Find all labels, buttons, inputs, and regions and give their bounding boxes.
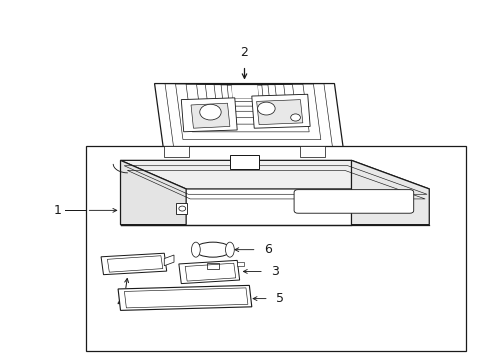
FancyBboxPatch shape xyxy=(293,190,413,213)
Polygon shape xyxy=(251,94,309,128)
Ellipse shape xyxy=(194,242,231,257)
Polygon shape xyxy=(164,146,188,157)
Circle shape xyxy=(200,104,221,120)
Text: 4: 4 xyxy=(116,296,124,309)
Ellipse shape xyxy=(225,242,234,257)
Circle shape xyxy=(257,102,275,115)
Bar xyxy=(237,262,244,266)
Polygon shape xyxy=(300,146,324,157)
Polygon shape xyxy=(179,260,239,284)
Polygon shape xyxy=(164,255,174,266)
Polygon shape xyxy=(101,253,166,275)
Text: 3: 3 xyxy=(271,265,279,278)
Polygon shape xyxy=(120,160,428,189)
Bar xyxy=(86,146,465,351)
Circle shape xyxy=(290,114,300,121)
Polygon shape xyxy=(191,103,229,128)
Polygon shape xyxy=(256,100,302,125)
Polygon shape xyxy=(120,160,186,225)
Polygon shape xyxy=(231,85,258,98)
Polygon shape xyxy=(229,155,259,169)
Text: 5: 5 xyxy=(276,292,284,305)
Polygon shape xyxy=(118,285,251,310)
Bar xyxy=(206,263,218,269)
Text: 6: 6 xyxy=(264,243,271,256)
Ellipse shape xyxy=(191,242,200,257)
Text: 2: 2 xyxy=(240,46,248,59)
Text: 1: 1 xyxy=(53,204,61,217)
Polygon shape xyxy=(351,160,428,225)
Polygon shape xyxy=(181,98,237,132)
Bar xyxy=(176,203,187,214)
